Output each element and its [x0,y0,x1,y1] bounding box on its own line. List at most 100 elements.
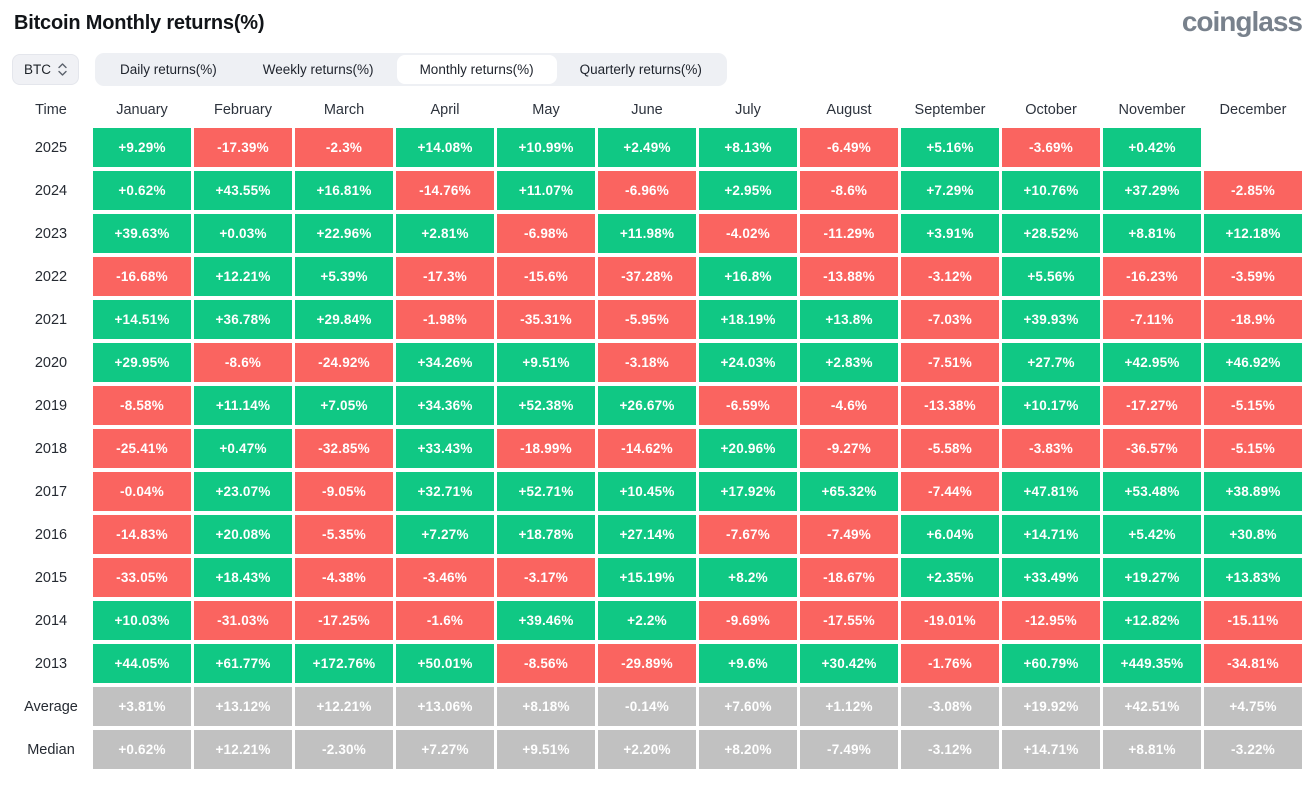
return-cell: +8.81% [1103,730,1201,769]
return-cell: +0.62% [93,730,191,769]
return-cell: -15.6% [497,257,595,296]
return-cell: -5.95% [598,300,696,339]
return-cell: -6.49% [800,128,898,167]
row-label-2018: 2018 [34,440,68,457]
page: Bitcoin Monthly returns(%) coinglass BTC… [12,6,1303,769]
return-cell: -8.6% [194,343,292,382]
return-cell: -9.05% [295,472,393,511]
return-cell: +65.32% [800,472,898,511]
return-cell: -14.76% [396,171,494,210]
return-cell: +29.84% [295,300,393,339]
return-cell: +10.99% [497,128,595,167]
return-cell: -5.35% [295,515,393,554]
return-cell: +2.20% [598,730,696,769]
return-cell: +20.08% [194,515,292,554]
return-cell: +13.06% [396,687,494,726]
return-cell: -34.81% [1204,644,1302,683]
return-cell: -7.49% [800,730,898,769]
return-cell: -3.22% [1204,730,1302,769]
return-cell: +38.89% [1204,472,1302,511]
return-cell: -17.3% [396,257,494,296]
return-cell: -5.15% [1204,386,1302,425]
return-cell: -7.11% [1103,300,1201,339]
return-cell: -4.6% [800,386,898,425]
tab-weekly-returns[interactable]: Weekly returns(%) [240,55,397,84]
return-cell: +19.92% [1002,687,1100,726]
return-cell: +19.27% [1103,558,1201,597]
tab-monthly-returns[interactable]: Monthly returns(%) [396,55,557,84]
column-header-april: April [430,101,460,118]
return-cell: -3.69% [1002,128,1100,167]
return-cell: +8.20% [699,730,797,769]
return-cell: +18.78% [497,515,595,554]
return-cell: -32.85% [295,429,393,468]
return-cell: +8.2% [699,558,797,597]
return-cell: +0.03% [194,214,292,253]
return-cell: -5.58% [901,429,999,468]
return-cell: +3.91% [901,214,999,253]
return-cell: -1.76% [901,644,999,683]
return-cell: +11.14% [194,386,292,425]
tab-daily-returns[interactable]: Daily returns(%) [97,55,240,84]
return-cell: +39.93% [1002,300,1100,339]
return-cell: +8.18% [497,687,595,726]
symbol-select[interactable]: BTC [12,54,79,85]
column-header-december: December [1219,101,1287,118]
return-cell: -17.27% [1103,386,1201,425]
return-cell: -3.12% [901,730,999,769]
return-cell: +7.05% [295,386,393,425]
return-cell: +13.12% [194,687,292,726]
return-cell: +10.76% [1002,171,1100,210]
row-label-2019: 2019 [34,397,68,414]
row-label-2024: 2024 [34,182,68,199]
return-cell: +50.01% [396,644,494,683]
return-cell: -13.38% [901,386,999,425]
return-cell: +36.78% [194,300,292,339]
column-header-may: May [532,101,560,118]
return-cell: +5.42% [1103,515,1201,554]
column-header-june: June [631,101,663,118]
return-cell: -16.68% [93,257,191,296]
return-cell: -25.41% [93,429,191,468]
return-cell: +14.51% [93,300,191,339]
row-label-2013: 2013 [34,655,68,672]
return-cell: -5.15% [1204,429,1302,468]
return-cell: +44.05% [93,644,191,683]
return-cell: -4.02% [699,214,797,253]
return-cell: -15.11% [1204,601,1302,640]
column-header-august: August [826,101,872,118]
return-cell: -9.69% [699,601,797,640]
returns-tabs: Daily returns(%) Weekly returns(%) Monthly… [95,53,727,86]
tab-quarterly-returns[interactable]: Quarterly returns(%) [557,55,725,84]
return-cell: -2.3% [295,128,393,167]
return-cell: +12.82% [1103,601,1201,640]
return-cell: +14.71% [1002,730,1100,769]
return-cell: +28.52% [1002,214,1100,253]
coinglass-logo[interactable]: coinglass [1181,6,1303,37]
return-cell: -31.03% [194,601,292,640]
return-cell: +39.63% [93,214,191,253]
return-cell: +6.04% [901,515,999,554]
return-cell: -13.88% [800,257,898,296]
return-cell: -14.62% [598,429,696,468]
return-cell: +7.29% [901,171,999,210]
return-cell: +11.07% [497,171,595,210]
return-cell: -0.04% [93,472,191,511]
return-cell: +18.19% [699,300,797,339]
return-cell: +13.8% [800,300,898,339]
top-bar: Bitcoin Monthly returns(%) coinglass [12,6,1303,38]
return-cell: -17.25% [295,601,393,640]
return-cell: -24.92% [295,343,393,382]
row-label-2017: 2017 [34,483,68,500]
select-updown-icon [58,63,67,76]
return-cell: -7.51% [901,343,999,382]
return-cell: +5.39% [295,257,393,296]
return-cell: +0.47% [194,429,292,468]
controls-row: BTC Daily returns(%) Weekly returns(%) Mon… [12,53,1302,86]
return-cell: +2.2% [598,601,696,640]
return-cell: -36.57% [1103,429,1201,468]
return-cell: +8.13% [699,128,797,167]
return-cell: +42.95% [1103,343,1201,382]
return-cell: +2.83% [800,343,898,382]
return-cell: +47.81% [1002,472,1100,511]
